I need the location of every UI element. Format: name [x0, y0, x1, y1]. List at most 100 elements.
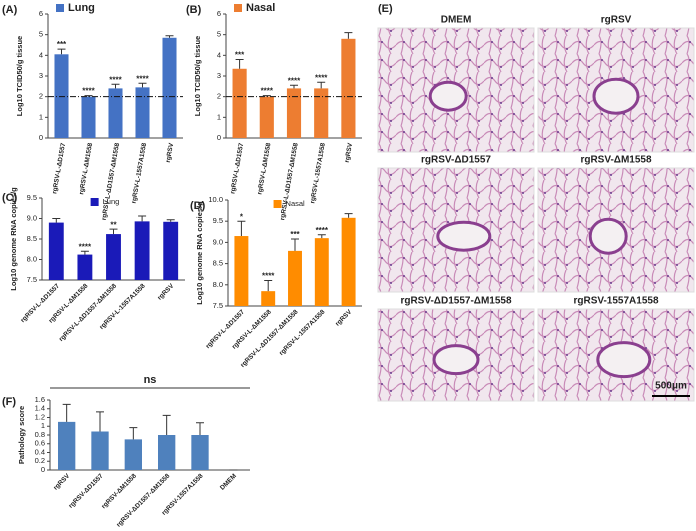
- error-bar: [57, 48, 66, 55]
- y-tick-label: 5: [39, 30, 43, 39]
- airway: [588, 217, 628, 255]
- x-tick-label: rgRSV-L-ΔD1557-ΔM1558: [58, 282, 119, 343]
- bar: [81, 96, 96, 138]
- significance: ***: [235, 51, 245, 60]
- airway: [432, 344, 480, 376]
- significance: ****: [109, 75, 122, 84]
- y-tick-label: 1.2: [35, 412, 45, 421]
- legend-label: Nasal: [246, 2, 275, 14]
- panel-label: (C): [2, 192, 18, 204]
- legend-label: Lung: [68, 2, 95, 14]
- y-tick-label: 8.0: [213, 280, 223, 289]
- significance: ****: [262, 272, 275, 281]
- bar: [232, 68, 247, 138]
- y-tick-label: 0: [39, 133, 43, 142]
- y-axis-label: Log10 genome RNA copies/g: [195, 201, 204, 305]
- x-tick-label: rgRSV-L-ΔD1557-ΔM1558: [279, 142, 300, 221]
- image-label: DMEM: [441, 15, 472, 26]
- legend-swatch: [273, 200, 282, 208]
- x-tick-label: rgRSV-L-1557A1558: [309, 142, 327, 204]
- y-tick-label: 7.5: [27, 275, 37, 284]
- bar: [108, 88, 123, 138]
- significance: *: [240, 212, 244, 221]
- error-bar: [317, 234, 326, 239]
- y-tick-label: 10.0: [208, 195, 223, 204]
- legend-swatch: [56, 4, 64, 12]
- y-tick-label: 0.4: [35, 447, 45, 456]
- scale-label: 500μm: [655, 381, 687, 392]
- y-tick-label: 0: [41, 465, 45, 474]
- bar: [91, 431, 109, 470]
- error-bar: [166, 219, 175, 222]
- airway: [592, 77, 640, 115]
- x-tick-label: DMEM: [219, 473, 238, 492]
- error-bar: [96, 411, 104, 432]
- y-tick-label: 0: [217, 133, 221, 142]
- image-label: rgRSV-1557A1558: [573, 296, 658, 307]
- significance: ****: [261, 87, 274, 96]
- y-tick-label: 9.5: [27, 193, 37, 202]
- y-tick-label: 0.2: [35, 456, 45, 465]
- bar: [162, 37, 177, 139]
- error-bar: [264, 280, 273, 292]
- bar: [54, 54, 69, 138]
- x-tick-label: rgRSV: [344, 142, 354, 163]
- group-annotation: ns: [144, 374, 157, 386]
- error-bar: [237, 220, 246, 237]
- error-bar: [62, 403, 71, 422]
- image-label: rgRSV-ΔD1557: [421, 155, 491, 166]
- legend-swatch: [90, 198, 99, 206]
- y-axis-label: Pathology score: [17, 406, 26, 464]
- x-tick-label: rgRSV-L-ΔM1558: [78, 142, 94, 195]
- significance: **: [110, 220, 117, 229]
- y-tick-label: 1: [217, 112, 221, 121]
- error-bar: [138, 82, 147, 88]
- y-tick-label: 1.6: [35, 395, 45, 404]
- bar: [134, 221, 150, 280]
- y-tick-label: 0.8: [35, 430, 45, 439]
- y-tick-label: 1: [39, 112, 43, 121]
- airway: [428, 80, 468, 112]
- y-tick-label: 5: [217, 30, 221, 39]
- error-bar: [344, 213, 353, 218]
- error-bar: [84, 95, 93, 97]
- image-label: rgRSV-ΔM1558: [580, 155, 652, 166]
- y-tick-label: 0.6: [35, 439, 45, 448]
- y-axis-label: Log10 TCID50/g tissue: [193, 36, 202, 116]
- error-bar: [111, 83, 120, 89]
- bar: [261, 291, 276, 306]
- significance: ****: [82, 87, 95, 96]
- x-tick-label: rgRSV: [156, 282, 175, 301]
- significance: ****: [136, 74, 149, 83]
- panel-label: (A): [2, 4, 18, 16]
- bar: [288, 250, 302, 306]
- error-bar: [162, 414, 171, 435]
- y-axis-label: Log10 genome RNA copies/g: [9, 187, 18, 291]
- bar: [48, 222, 64, 280]
- bar: [106, 234, 121, 280]
- bar: [314, 238, 329, 306]
- error-bar: [291, 238, 299, 251]
- error-bar: [317, 81, 326, 89]
- error-bar: [344, 32, 353, 39]
- significance: ****: [288, 76, 301, 85]
- x-tick-label: rgRSV: [52, 472, 71, 491]
- error-bar: [138, 215, 147, 222]
- bar: [234, 236, 249, 306]
- y-tick-label: 1: [41, 421, 45, 430]
- bar: [314, 88, 329, 138]
- y-tick-label: 6: [39, 9, 43, 18]
- y-tick-label: 2: [39, 92, 43, 101]
- bar: [163, 221, 179, 280]
- bar: [191, 435, 209, 470]
- significance: ****: [316, 226, 329, 235]
- error-bar: [129, 427, 138, 440]
- error-bar: [290, 84, 298, 89]
- y-tick-label: 4: [39, 50, 43, 59]
- panel-label: (E): [378, 3, 393, 15]
- error-bar: [52, 218, 61, 223]
- significance: ***: [57, 40, 67, 49]
- bar: [259, 96, 274, 138]
- y-axis-label: Log10 TCID50/g tissue: [15, 36, 24, 116]
